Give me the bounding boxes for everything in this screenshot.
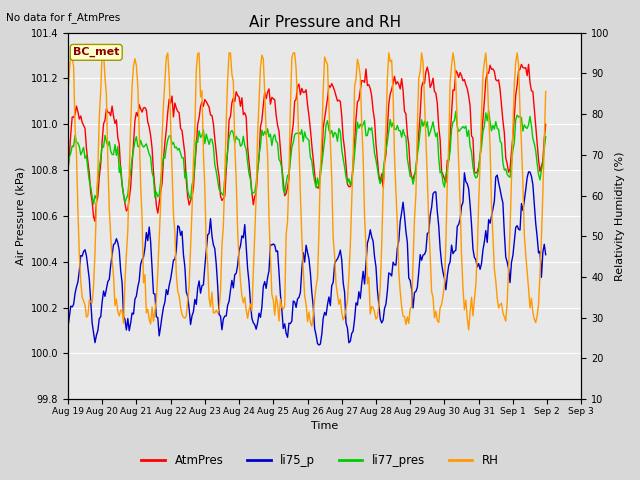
Legend: AtmPres, li75_p, li77_pres, RH: AtmPres, li75_p, li77_pres, RH: [137, 449, 503, 472]
X-axis label: Time: Time: [311, 421, 339, 432]
Text: BC_met: BC_met: [73, 47, 120, 58]
Title: Air Pressure and RH: Air Pressure and RH: [248, 15, 401, 30]
Text: No data for f_AtmPres: No data for f_AtmPres: [6, 12, 121, 23]
Y-axis label: Relativity Humidity (%): Relativity Humidity (%): [615, 151, 625, 281]
Y-axis label: Air Pressure (kPa): Air Pressure (kPa): [15, 167, 25, 265]
